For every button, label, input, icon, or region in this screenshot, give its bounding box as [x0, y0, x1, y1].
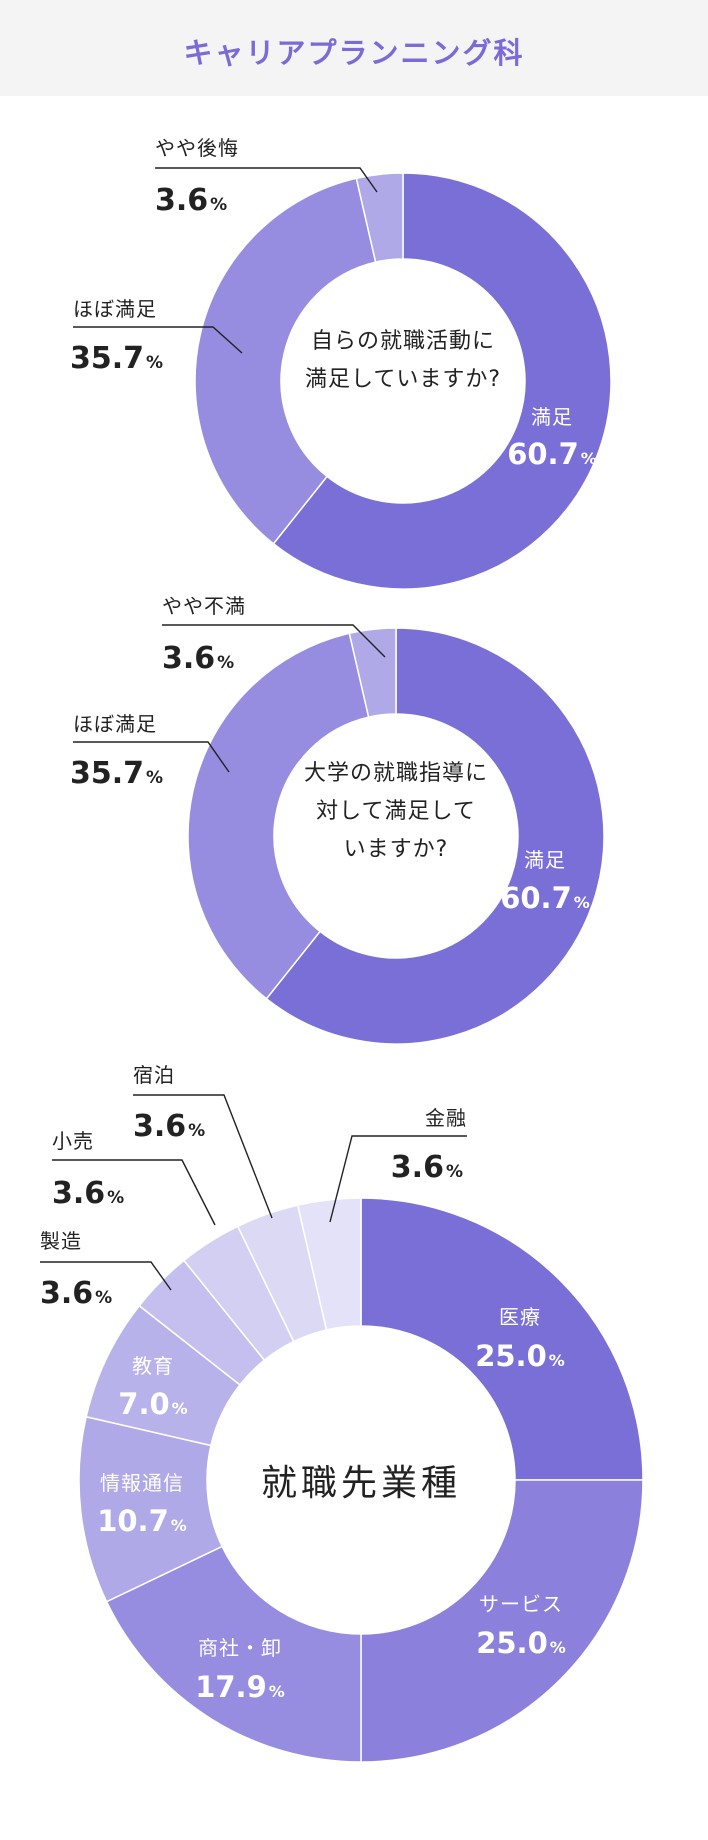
data-label-unit: %	[172, 1399, 188, 1418]
data-label-value: 3.6	[133, 1109, 186, 1144]
data-label: 3.6%	[391, 1150, 463, 1185]
data-label-unit: %	[549, 1351, 565, 1370]
category-label: 商社・卸	[198, 1636, 282, 1660]
category-label: 満足	[524, 848, 566, 872]
category-label: 教育	[132, 1354, 174, 1378]
data-label: 17.9%	[195, 1670, 285, 1704]
pie-slice	[265, 627, 605, 1045]
data-label-value: 25.0	[476, 1626, 548, 1660]
data-label-unit: %	[210, 195, 227, 215]
chart-center-title: 対して満足して	[316, 799, 476, 824]
category-label: やや不満	[162, 594, 246, 618]
pie-slice	[105, 1545, 362, 1763]
data-label-unit: %	[269, 1682, 285, 1701]
chart-center-title: いますか?	[344, 837, 449, 862]
data-label: 3.6%	[133, 1109, 205, 1144]
data-label-value: 3.6	[391, 1150, 444, 1185]
data-label-unit: %	[574, 893, 590, 912]
leader-line	[133, 1094, 273, 1219]
data-label-unit: %	[171, 1516, 187, 1535]
category-label: 情報通信	[100, 1471, 184, 1495]
chart-center-title: 大学の就職指導に	[304, 761, 488, 786]
data-label-value: 35.7	[70, 341, 144, 376]
chart-center-title: 就職先業種	[261, 1463, 461, 1504]
category-label: やや後悔	[155, 136, 239, 160]
data-label-unit: %	[95, 1288, 112, 1308]
category-label: 金融	[425, 1106, 467, 1130]
leader-line	[155, 167, 378, 193]
leader-line	[329, 1135, 467, 1223]
data-label-value: 3.6	[162, 641, 215, 676]
leader-line	[40, 1261, 172, 1291]
leader-line	[73, 741, 230, 773]
donut-chart-1: 満足 60.7 % ほぼ満足 35.7 % やや後悔 3.6 % 自らの就職活動に満足していますか…	[70, 136, 612, 590]
pie-slice	[194, 177, 377, 545]
data-label: 3.6%	[162, 641, 234, 676]
leader-line	[73, 326, 243, 354]
data-label-value: 25.0	[475, 1339, 547, 1373]
data-label-value: 35.7	[70, 756, 144, 791]
data-label-unit: %	[550, 1638, 566, 1657]
page-title: キャリアプランニング科	[183, 36, 525, 70]
data-label: 25.0%	[475, 1339, 565, 1373]
data-label-value: 60.7	[507, 437, 579, 471]
data-label-unit: %	[581, 449, 597, 468]
data-label: 60.7%	[507, 437, 597, 471]
pie-slice	[187, 632, 370, 1000]
data-label-value: 3.6	[52, 1176, 105, 1211]
data-label: 7.0%	[118, 1387, 187, 1421]
data-label: 3.6%	[155, 183, 227, 218]
category-label: ほぼ満足	[73, 297, 157, 321]
category-label: 満足	[531, 405, 573, 429]
category-label: サービス	[479, 1592, 563, 1616]
data-label-value: 17.9	[195, 1670, 267, 1704]
data-label-unit: %	[146, 768, 163, 788]
donut-chart-2: 満足 60.7 % ほぼ満足 35.7 % やや不満 3.6 % 大学の就職指導に対して満足してい…	[70, 594, 605, 1045]
chart-center-title: 満足していますか?	[305, 367, 501, 392]
data-label-unit: %	[146, 353, 163, 373]
data-label: 10.7%	[97, 1504, 187, 1538]
leader-line	[162, 624, 386, 658]
data-label-value: 3.6	[155, 183, 208, 218]
category-label: 製造	[40, 1229, 82, 1253]
category-label: 医療	[499, 1305, 541, 1329]
pie-slice	[355, 172, 404, 264]
data-label: 60.7%	[500, 881, 590, 915]
data-label: 3.6%	[40, 1276, 112, 1311]
page-header: キャリアプランニング科	[0, 0, 708, 96]
data-label: 3.6%	[52, 1176, 124, 1211]
data-label-value: 60.7	[500, 881, 572, 915]
pie-slice	[296, 1197, 362, 1331]
data-label-unit: %	[107, 1188, 124, 1208]
donut-chart-3: 医療 25.0 % サービス 25.0 % 商社・卸 17.9 % 情報通信 10.7 % 教育 7.0%…	[40, 1063, 644, 1763]
pie-slice	[272, 172, 612, 590]
category-label: 宿泊	[133, 1063, 175, 1087]
pie-slice	[360, 1197, 644, 1481]
data-label: 35.7%	[70, 341, 163, 376]
category-label: 小売	[52, 1129, 94, 1153]
chart-center-title: 自らの就職活動に	[311, 329, 495, 354]
data-label: 25.0%	[476, 1626, 566, 1660]
data-label-value: 7.0	[118, 1387, 169, 1421]
data-label: 35.7%	[70, 756, 163, 791]
pie-slice	[360, 1479, 644, 1763]
data-label-value: 3.6	[40, 1276, 93, 1311]
data-label-unit: %	[446, 1162, 463, 1182]
category-label: ほぼ満足	[73, 712, 157, 736]
data-label-value: 10.7	[97, 1504, 169, 1538]
leader-line	[52, 1159, 216, 1226]
data-label-unit: %	[188, 1121, 205, 1141]
data-label-unit: %	[217, 653, 234, 673]
pie-slice	[348, 627, 397, 719]
